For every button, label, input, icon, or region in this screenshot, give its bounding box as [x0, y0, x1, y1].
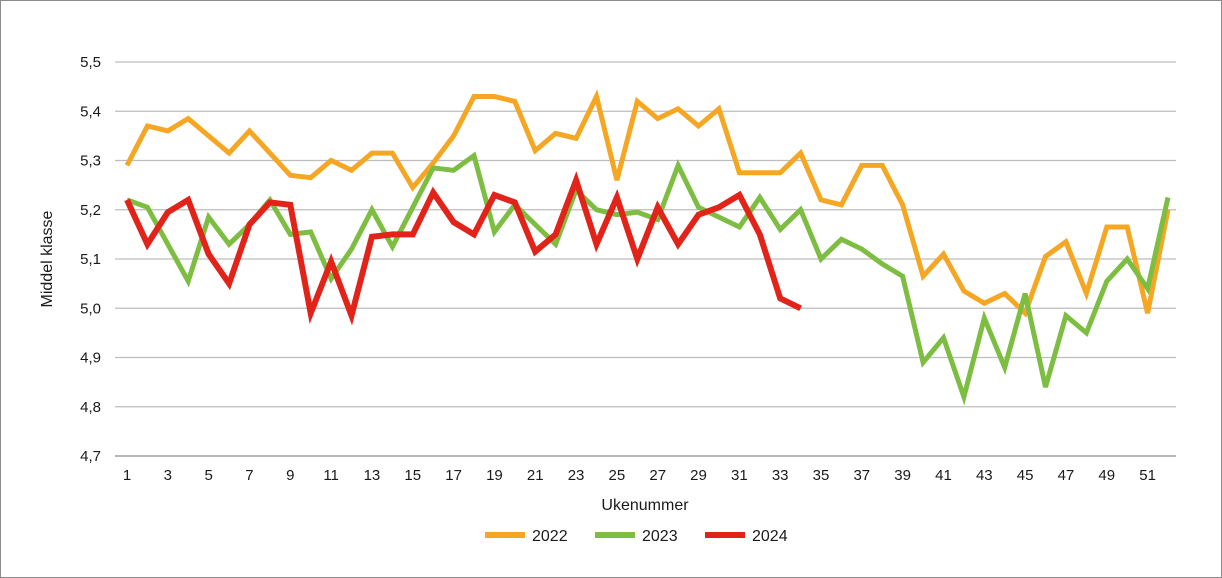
- x-tick-label: 39: [894, 467, 911, 484]
- x-tick-label: 51: [1139, 467, 1156, 484]
- x-tick-label: 47: [1058, 467, 1075, 484]
- x-tick-label: 45: [1017, 467, 1034, 484]
- x-tick-label: 37: [853, 467, 870, 484]
- x-tick-label: 25: [609, 467, 626, 484]
- x-tick-label: 3: [164, 467, 172, 484]
- x-tick-label: 15: [404, 467, 421, 484]
- legend-label-2024: 2024: [752, 528, 788, 545]
- x-tick-label: 9: [286, 467, 294, 484]
- y-tick-label: 4,9: [80, 350, 101, 367]
- y-tick-label: 5,5: [80, 54, 101, 71]
- x-tick-label: 35: [813, 467, 830, 484]
- x-tick-label: 7: [245, 467, 253, 484]
- x-axis-ticks: 1 3 5 7 9 11 13 15 17 19 21 23 25 27 29 31 33 35 37 39 41 43 4…: [123, 467, 1156, 484]
- series-line-2024: [124, 171, 802, 326]
- legend-label-2022: 2022: [532, 528, 568, 545]
- y-tick-label: 5,0: [80, 300, 101, 317]
- x-tick-label: 11: [323, 467, 339, 484]
- y-axis-ticks: 4,7 4,8 4,9 5,0 5,1 5,2 5,3 5,4 5,5: [80, 54, 101, 465]
- y-tick-label: 4,8: [80, 399, 101, 416]
- x-tick-label: 29: [690, 467, 707, 484]
- x-tick-label: 41: [935, 467, 952, 484]
- x-tick-label: 31: [731, 467, 748, 484]
- x-tick-label: 13: [364, 467, 381, 484]
- x-tick-label: 21: [527, 467, 544, 484]
- y-axis-title: Middel klasse: [39, 210, 56, 307]
- gridlines: [115, 61, 1176, 457]
- y-tick-label: 5,3: [80, 153, 101, 170]
- x-tick-label: 19: [486, 467, 503, 484]
- y-tick-label: 5,1: [80, 251, 101, 268]
- x-tick-label: 23: [568, 467, 585, 484]
- x-axis-title: Ukenummer: [601, 497, 689, 514]
- x-tick-label: 27: [649, 467, 666, 484]
- x-tick-label: 33: [772, 467, 789, 484]
- x-tick-label: 5: [204, 467, 212, 484]
- legend: 2022 2023 2024: [485, 528, 788, 545]
- series-line-2022: [124, 89, 1171, 318]
- x-tick-label: 17: [445, 467, 462, 484]
- x-tick-label: 43: [976, 467, 993, 484]
- y-tick-label: 4,7: [80, 448, 101, 465]
- legend-label-2023: 2023: [642, 528, 678, 545]
- y-tick-label: 5,4: [80, 103, 101, 120]
- series-line-2023: [126, 151, 1171, 406]
- x-tick-label: 49: [1098, 467, 1115, 484]
- series-lines: [124, 89, 1171, 406]
- y-tick-label: 5,2: [80, 202, 101, 219]
- x-tick-label: 1: [123, 467, 131, 484]
